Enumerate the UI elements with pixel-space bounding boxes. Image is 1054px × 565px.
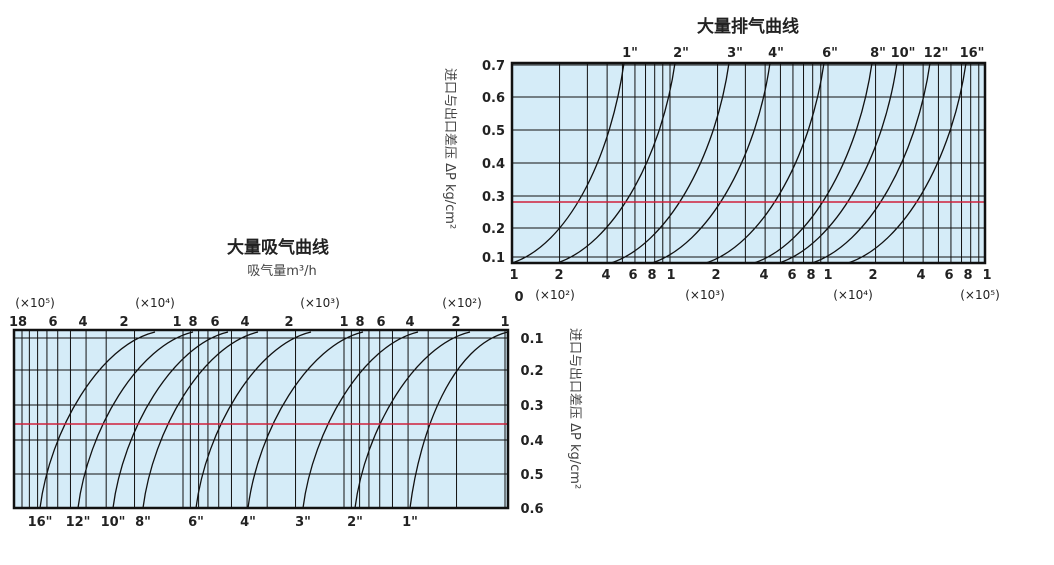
curve [511, 62, 625, 264]
x-tick-label: 2 [711, 268, 720, 283]
curve-label: 16" [28, 515, 53, 530]
multiplier-label: (×10²) [535, 288, 575, 302]
curve [778, 62, 898, 264]
x-tick-label: 8 [355, 315, 364, 330]
x-tick-label: 1 [982, 268, 991, 283]
x-tick-label: 6 [376, 315, 385, 330]
x-tick-label: 6 [48, 315, 57, 330]
curve [753, 62, 873, 264]
x-tick-label: 4 [759, 268, 768, 283]
suction-plot-frame [12, 328, 510, 510]
curve [142, 331, 259, 509]
multiplier-label: (×10⁴) [833, 288, 873, 302]
x-tick-label: 6 [944, 268, 953, 283]
multiplier-label: (×10³) [300, 296, 340, 310]
y-tick-label: 0.5 [482, 124, 505, 139]
x-tick-label: 1 [823, 268, 832, 283]
x-tick-label: 4 [601, 268, 610, 283]
multiplier-label: (×10⁵) [960, 288, 1000, 302]
x-tick-label: 8 [647, 268, 656, 283]
suction-subtitle: 吸气量m³/h [247, 263, 317, 279]
curve-label: 3" [295, 515, 311, 530]
x-tick-label: 2 [451, 315, 460, 330]
multiplier-label: (×10³) [685, 288, 725, 302]
curve-label: 16" [960, 46, 985, 61]
x-tick-label: 4 [78, 315, 87, 330]
curve [354, 331, 471, 509]
multiplier-label: (×10²) [442, 296, 482, 310]
x-tick-label: 1 [500, 315, 509, 330]
curve [847, 62, 967, 264]
curve-label: 1" [402, 515, 418, 530]
x-tick-label: 8 [963, 268, 972, 283]
y-tick-label: 0.4 [482, 157, 505, 172]
y-tick-label: 0.5 [520, 468, 543, 483]
curve [77, 331, 194, 509]
x-tick-label: 1 [339, 315, 348, 330]
curve-label: 4" [768, 46, 784, 61]
x-tick-label: 2 [554, 268, 563, 283]
x-tick-label: 6 [787, 268, 796, 283]
y-tick-label: 0.7 [482, 59, 505, 74]
curve [811, 62, 931, 264]
curve [409, 331, 509, 509]
y-tick-label: 0.2 [482, 222, 505, 237]
x-tick-label: 6 [210, 315, 219, 330]
suction-plot-bg [14, 330, 508, 508]
y-tick-label: 0.3 [520, 399, 543, 414]
suction-y-axis-label: 进口与出口差压 ΔP kg/cm² [567, 328, 582, 489]
x-tick-label: 1 [666, 268, 675, 283]
curve [610, 62, 730, 264]
x-tick-label: 4 [240, 315, 249, 330]
y-tick-label: 0.1 [520, 332, 543, 347]
curve-label: 2" [673, 46, 689, 61]
curve [302, 331, 419, 509]
exhaust-y-axis-label: 进口与出口差压 ΔP kg/cm² [442, 68, 457, 229]
multiplier-label: (×10⁴) [135, 296, 175, 310]
x-tick-label: 2 [119, 315, 128, 330]
x-tick-label: 1 [509, 268, 518, 283]
curve-label: 1" [622, 46, 638, 61]
curve [195, 331, 312, 509]
curve-label: 8" [870, 46, 886, 61]
curve-label: 12" [66, 515, 91, 530]
x-tick-label: 2 [284, 315, 293, 330]
curve-label: 10" [101, 515, 126, 530]
curve [112, 331, 229, 509]
curve-label: 10" [891, 46, 916, 61]
x-tick-label: 6 [628, 268, 637, 283]
exhaust-zero-label: 0 [514, 290, 523, 305]
y-tick-label: 0.2 [520, 364, 543, 379]
x-tick-label: 8 [188, 315, 197, 330]
curve-label: 6" [188, 515, 204, 530]
multiplier-label: (×10⁵) [15, 296, 55, 310]
x-tick-label: 4 [916, 268, 925, 283]
curve [556, 62, 676, 264]
exhaust-plot-frame [510, 61, 987, 265]
y-tick-label: 0.6 [520, 502, 543, 517]
suction-title: 大量吸气曲线 [227, 237, 329, 258]
curve-label: 8" [135, 515, 151, 530]
curve [651, 62, 771, 264]
curve-label: 4" [240, 515, 256, 530]
exhaust-title: 大量排气曲线 [697, 16, 799, 37]
x-tick-label: 2 [868, 268, 877, 283]
x-tick-label: 1 [172, 315, 181, 330]
curve [247, 331, 364, 509]
x-tick-label: 18 [9, 315, 27, 330]
y-tick-label: 0.1 [482, 251, 505, 266]
curve-label: 3" [727, 46, 743, 61]
curve-label: 2" [347, 515, 363, 530]
y-tick-label: 0.3 [482, 190, 505, 205]
curve [39, 331, 156, 509]
curve [705, 62, 825, 264]
y-tick-label: 0.6 [482, 91, 505, 106]
curve-label: 12" [924, 46, 949, 61]
x-tick-label: 8 [806, 268, 815, 283]
curve-label: 6" [822, 46, 838, 61]
x-tick-label: 4 [405, 315, 414, 330]
y-tick-label: 0.4 [520, 434, 543, 449]
